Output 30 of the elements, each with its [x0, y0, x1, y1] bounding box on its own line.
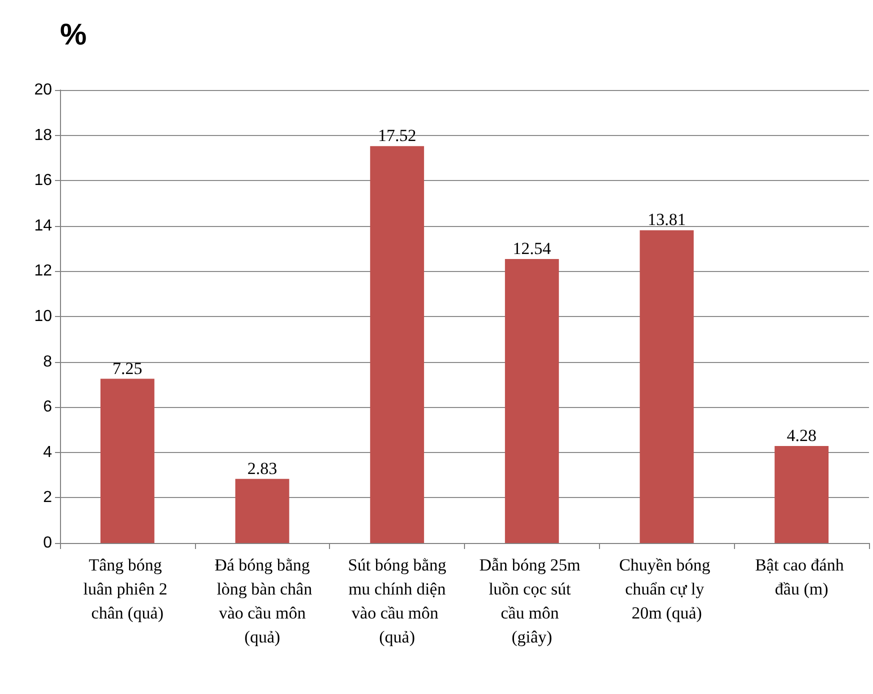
data-label: 2.83 — [247, 458, 278, 478]
bar — [504, 258, 559, 543]
x-tick-label: Chuyền bóng chuẩn cự ly 20m (quả) — [619, 556, 714, 622]
x-tick-label: Bật cao đánh đầu (m) — [755, 556, 848, 598]
bar — [370, 146, 424, 543]
y-tick-label: 4 — [43, 444, 52, 461]
bar — [774, 446, 829, 543]
data-label: 13.81 — [648, 210, 686, 230]
data-label: 17.52 — [378, 126, 416, 146]
y-tick-label: 14 — [34, 217, 52, 234]
x-tick-label: Tâng bóng luân phiên 2 chân (quả) — [83, 556, 172, 622]
y-tick-label: 16 — [34, 172, 52, 190]
y-tick-label: 18 — [34, 126, 52, 144]
x-tick-label: Đá bóng bằng lòng bàn chân vào cầu môn (quả) — [212, 556, 313, 646]
y-tick-label: 20 — [34, 82, 52, 98]
y-tick-label: 2 — [43, 489, 52, 506]
data-label: 12.54 — [512, 238, 552, 258]
x-tick-label: Sút bóng bằng mu chính diện vào cầu môn (quả) — [344, 556, 450, 646]
y-tick-label: 8 — [43, 353, 52, 370]
bar — [235, 478, 290, 543]
y-tick-label: 0 — [43, 534, 52, 552]
bar — [100, 378, 154, 543]
x-tick-label: Dẫn bóng 25m luồn cọc sút cầu môn (giây) — [479, 556, 585, 646]
y-tick-label: 10 — [34, 308, 52, 325]
bar — [640, 230, 694, 543]
data-label: 4.28 — [786, 426, 816, 446]
data-label: 7.25 — [112, 358, 142, 378]
y-tick-label: 12 — [34, 262, 52, 280]
y-tick-label: 6 — [43, 398, 52, 416]
y-axis-title: % — [60, 18, 87, 52]
